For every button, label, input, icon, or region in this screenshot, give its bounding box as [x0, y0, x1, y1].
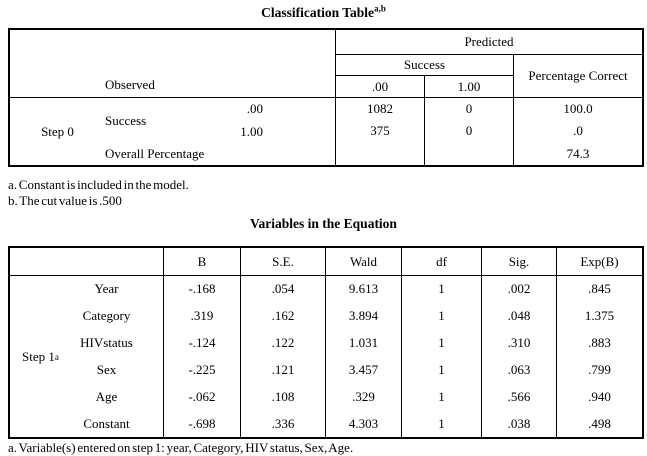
- observed-header-cell: Observed: [10, 30, 335, 97]
- cell-overall-pred100: [425, 143, 513, 165]
- row-label-hivstatus: HIVstatus: [80, 335, 133, 351]
- overall-percentage-label: Overall Percentage: [105, 146, 205, 161]
- cell-age-sig: .566: [507, 388, 531, 404]
- column-header-expb: Exp(B): [556, 248, 642, 276]
- cell-hivstatus-expb: .883: [588, 335, 611, 351]
- row-label-sex: Sex: [96, 361, 117, 377]
- cell-sex-se: .121: [271, 361, 295, 377]
- cell-hivstatus-wald: 1.031: [348, 335, 379, 351]
- cell-constant-df: 1: [438, 415, 445, 431]
- cell-00-pred00: 1082: [367, 101, 393, 117]
- observed-00-label: .00: [246, 101, 263, 116]
- step0-label: Step 0: [41, 123, 74, 139]
- cell-constant-se: .336: [271, 415, 295, 431]
- column-se: .054 .162 .122 .121 .108 .336: [240, 276, 325, 437]
- cell-category-sig: .048: [507, 308, 531, 324]
- step0-row-header-cell: Step 0 Success .00 1.00 Overall Percenta…: [10, 97, 335, 165]
- observed-label: Observed: [105, 77, 155, 92]
- cell-00-pct: 100.0: [563, 101, 593, 117]
- row-label-constant: Constant: [83, 415, 130, 431]
- variable-row-labels: Year Category HIVstatus Sex Age Constant: [50, 276, 163, 437]
- cell-category-df: 1: [438, 308, 445, 324]
- cell-00-pred100: 0: [465, 101, 473, 117]
- classification-table-title-text: Classification Table: [261, 5, 375, 20]
- cell-category-b: .319: [190, 308, 214, 324]
- cell-category-expb: 1.375: [584, 308, 615, 324]
- variables-footnote-a: a. Variable(s) entered on step 1: year, …: [8, 440, 354, 455]
- predicted-00-column: 1082 375: [335, 97, 424, 165]
- cell-year-expb: .845: [588, 281, 611, 297]
- percentage-correct-header-cell: Percentage Correct: [513, 55, 642, 97]
- cell-hivstatus-df: 1: [438, 335, 445, 351]
- predicted-100-header-cell: 1.00: [424, 76, 513, 97]
- cell-age-expb: .940: [588, 388, 611, 404]
- success-header-cell: Success: [335, 55, 513, 76]
- column-header-sig: Sig.: [481, 248, 556, 276]
- success-group-label: Success: [105, 112, 147, 128]
- row-label-category: Category: [82, 308, 131, 324]
- column-header-wald: Wald: [325, 248, 401, 276]
- percentage-correct-column: 100.0 .0 74.3: [513, 97, 642, 165]
- variables-blank-header-cell: [10, 248, 163, 276]
- row-label-age: Age: [95, 388, 118, 404]
- column-sig: .002 .048 .310 .063 .566 .038: [481, 276, 556, 437]
- cell-sex-sig: .063: [507, 361, 531, 377]
- cell-constant-b: -.698: [188, 415, 216, 431]
- column-b: -.168 .319 -.124 -.225 -.062 -.698: [163, 276, 240, 437]
- classification-footnote-b: b. The cut value is .500: [8, 193, 122, 208]
- cell-age-se: .108: [271, 388, 295, 404]
- cell-year-sig: .002: [507, 281, 531, 297]
- cell-overall-pct: 74.3: [566, 145, 590, 161]
- column-wald: 9.613 3.894 1.031 3.457 .329 4.303: [325, 276, 401, 437]
- column-expb: .845 1.375 .883 .799 .940 .498: [556, 276, 642, 437]
- variables-table-title: Variables in the Equation: [250, 216, 397, 231]
- cell-category-wald: 3.894: [348, 308, 379, 324]
- cell-100-pred100: 0: [465, 123, 473, 139]
- cell-sex-expb: .799: [588, 361, 611, 377]
- predicted-100-column: 0 0: [424, 97, 513, 165]
- cell-year-df: 1: [438, 281, 445, 297]
- cell-year-wald: 9.613: [348, 281, 379, 297]
- column-header-b: B: [163, 248, 240, 276]
- column-header-se: S.E.: [240, 248, 325, 276]
- cell-constant-sig: .038: [507, 415, 531, 431]
- cell-100-pct: .0: [573, 123, 583, 139]
- classification-table-title-superscript: a,b: [374, 3, 386, 14]
- observed-100-label: 1.00: [240, 124, 263, 139]
- cell-age-df: 1: [438, 388, 445, 404]
- step1-label-text: Step 1: [22, 348, 55, 364]
- classification-footnote-a: a. Constant is included in the model.: [8, 177, 189, 192]
- classification-table-title: Classification Tablea,b: [0, 3, 647, 21]
- cell-sex-df: 1: [438, 361, 445, 377]
- cell-age-wald: .329: [352, 388, 375, 404]
- cell-hivstatus-se: .122: [271, 335, 295, 351]
- cell-age-b: -.062: [188, 388, 216, 404]
- cell-constant-wald: 4.303: [348, 415, 379, 431]
- row-label-year: Year: [94, 281, 119, 297]
- classification-table: Observed Predicted Success Percentage Co…: [8, 28, 644, 167]
- cell-constant-expb: .498: [588, 415, 611, 431]
- column-header-df: df: [401, 248, 481, 276]
- column-df: 1 1 1 1 1 1: [401, 276, 481, 437]
- cell-year-se: .054: [271, 281, 295, 297]
- cell-hivstatus-sig: .310: [507, 335, 531, 351]
- cell-overall-pred00: [336, 143, 424, 165]
- cell-100-pred00: 375: [370, 123, 390, 139]
- cell-year-b: -.168: [188, 281, 216, 297]
- predicted-00-header-cell: .00: [335, 76, 424, 97]
- predicted-header-cell: Predicted: [335, 30, 642, 55]
- cell-category-se: .162: [271, 308, 295, 324]
- cell-sex-b: -.225: [188, 361, 216, 377]
- cell-hivstatus-b: -.124: [188, 335, 216, 351]
- cell-sex-wald: 3.457: [348, 361, 379, 377]
